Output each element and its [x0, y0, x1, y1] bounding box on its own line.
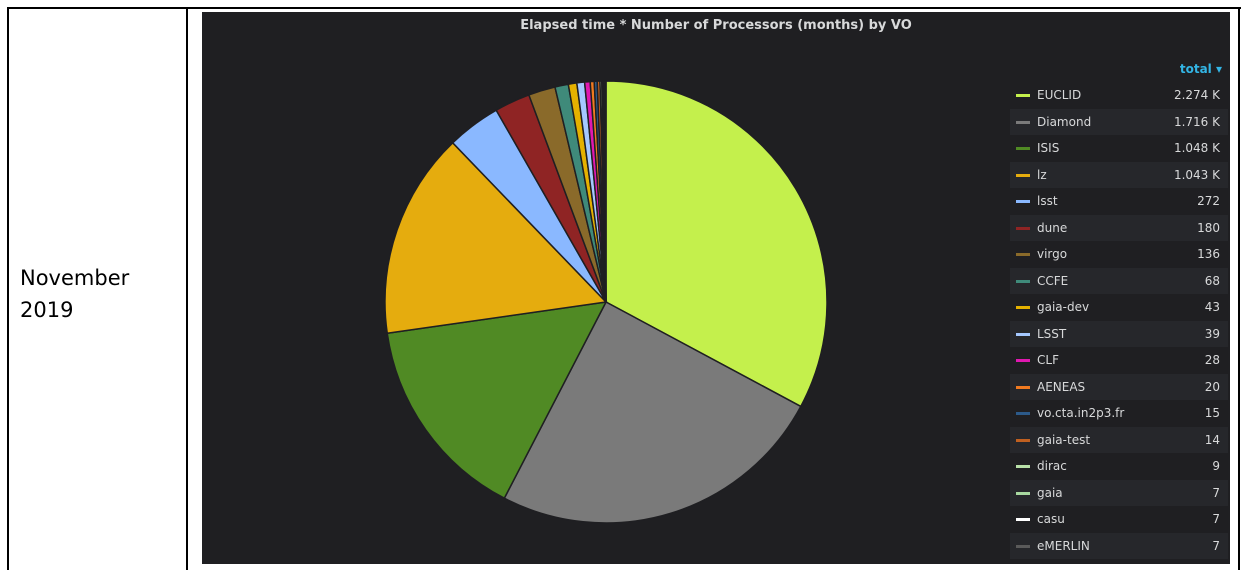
legend-item-value: 39: [1204, 326, 1220, 341]
legend-item[interactable]: lsst 272: [1010, 188, 1228, 215]
legend-swatch-icon[interactable]: [1016, 94, 1030, 97]
chart-panel: Elapsed time * Number of Processors (mon…: [202, 12, 1230, 564]
legend-item[interactable]: gaia 7: [1010, 479, 1228, 506]
legend-item-label: LSST: [1037, 326, 1067, 341]
legend-item-value: 7: [1212, 512, 1220, 526]
legend-item-value: 7: [1212, 485, 1220, 500]
legend-item-value: 20: [1204, 379, 1220, 394]
legend-item-value: 180: [1197, 220, 1220, 235]
pie-slice-diamond[interactable]: [503, 300, 802, 524]
legend-swatch-icon[interactable]: [1016, 412, 1030, 415]
legend-swatch-icon[interactable]: [1016, 173, 1030, 177]
pie-chart: [384, 80, 828, 524]
legend-swatch-icon[interactable]: [1016, 332, 1030, 336]
legend-swatch-icon[interactable]: [1016, 438, 1030, 442]
legend-swatch-icon[interactable]: [1016, 491, 1030, 495]
legend-swatch-icon[interactable]: [1016, 200, 1030, 203]
legend-item-label: eMERLIN: [1037, 538, 1090, 553]
legend-item[interactable]: vo.cta.in2p3.fr 15: [1010, 400, 1228, 427]
legend-swatch-icon[interactable]: [1016, 385, 1030, 389]
legend-item-label: gaia-dev: [1037, 300, 1090, 314]
row-date-text: November 2019: [20, 266, 130, 322]
legend-item-label: lz: [1037, 167, 1047, 182]
table-border-divider: [186, 7, 188, 570]
legend-swatch-icon[interactable]: [1016, 120, 1030, 124]
legend-item-label: virgo: [1037, 247, 1068, 261]
legend-item-value: 7: [1212, 538, 1220, 553]
legend-item-label: dirac: [1037, 459, 1067, 473]
legend-item[interactable]: gaia-dev 43: [1010, 294, 1228, 321]
legend-item-label: vo.cta.in2p3.fr: [1037, 406, 1125, 420]
legend-item[interactable]: LSST 39: [1010, 320, 1228, 347]
legend-item[interactable]: CCFE 68: [1010, 267, 1228, 294]
chart-legend: total ▾ EUCLID 2.274 K Diamond 1.716 K ISIS 1…: [1010, 62, 1228, 559]
row-date-label: November 2019: [20, 262, 180, 326]
legend-swatch-icon[interactable]: [1016, 279, 1030, 283]
legend-item-value: 272: [1197, 194, 1220, 208]
panel-title[interactable]: Elapsed time * Number of Processors (mon…: [520, 18, 912, 33]
pie-slice-emerlin[interactable]: [603, 80, 607, 303]
legend-swatch-icon[interactable]: [1016, 518, 1030, 521]
legend-item-label: ISIS: [1037, 141, 1060, 155]
pie-slice-lz[interactable]: [384, 141, 608, 335]
legend-rows: EUCLID 2.274 K Diamond 1.716 K ISIS 1.048 K lz…: [1010, 82, 1228, 559]
table-border-top: [7, 7, 1241, 9]
pie-slice-isis[interactable]: [386, 301, 608, 500]
legend-item[interactable]: CLF 28: [1010, 347, 1228, 374]
table-border-left: [7, 7, 9, 570]
legend-item-label: casu: [1037, 512, 1065, 526]
legend-item-label: EUCLID: [1037, 88, 1082, 102]
legend-swatch-icon[interactable]: [1016, 147, 1030, 150]
legend-sort-header[interactable]: total ▾: [1179, 62, 1222, 76]
legend-item-label: dune: [1037, 220, 1068, 235]
legend-item-label: Diamond: [1037, 114, 1092, 129]
legend-item-label: gaia-test: [1037, 432, 1091, 447]
legend-item[interactable]: casu 7: [1010, 506, 1228, 533]
legend-item-value: 15: [1204, 406, 1220, 420]
legend-item[interactable]: virgo 136: [1010, 241, 1228, 268]
legend-item-value: 1.043 K: [1173, 167, 1220, 182]
legend-swatch-icon[interactable]: [1016, 465, 1030, 468]
legend-item-value: 9: [1212, 459, 1220, 473]
legend-item-value: 1.048 K: [1173, 141, 1220, 155]
legend-item-label: CCFE: [1037, 273, 1069, 288]
legend-item-value: 14: [1204, 432, 1220, 447]
legend-item[interactable]: EUCLID 2.274 K: [1010, 82, 1228, 109]
table-border-right: [1238, 7, 1240, 570]
legend-item-label: gaia: [1037, 485, 1063, 500]
legend-item-label: AENEAS: [1037, 379, 1086, 394]
legend-swatch-icon[interactable]: [1016, 253, 1030, 256]
legend-item-value: 136: [1197, 247, 1220, 261]
legend-item[interactable]: gaia-test 14: [1010, 426, 1228, 453]
legend-swatch-icon[interactable]: [1016, 359, 1030, 362]
legend-item[interactable]: lz 1.043 K: [1010, 161, 1228, 188]
legend-item[interactable]: eMERLIN 7: [1010, 532, 1228, 559]
legend-item-label: CLF: [1037, 353, 1059, 367]
legend-item[interactable]: ISIS 1.048 K: [1010, 135, 1228, 162]
legend-swatch-icon[interactable]: [1016, 226, 1030, 230]
legend-item-value: 43: [1204, 300, 1220, 314]
legend-item[interactable]: dirac 9: [1010, 453, 1228, 480]
pie-slice-euclid[interactable]: [605, 80, 828, 408]
legend-item-label: lsst: [1037, 194, 1058, 208]
legend-item[interactable]: AENEAS 20: [1010, 373, 1228, 400]
legend-item[interactable]: dune 180: [1010, 214, 1228, 241]
legend-item-value: 2.274 K: [1173, 88, 1220, 102]
legend-item-value: 1.716 K: [1173, 114, 1220, 129]
legend-item-value: 28: [1204, 353, 1220, 367]
legend-swatch-icon[interactable]: [1016, 306, 1030, 309]
legend-swatch-icon[interactable]: [1016, 544, 1030, 548]
legend-item-value: 68: [1204, 273, 1220, 288]
legend-item[interactable]: Diamond 1.716 K: [1010, 108, 1228, 135]
